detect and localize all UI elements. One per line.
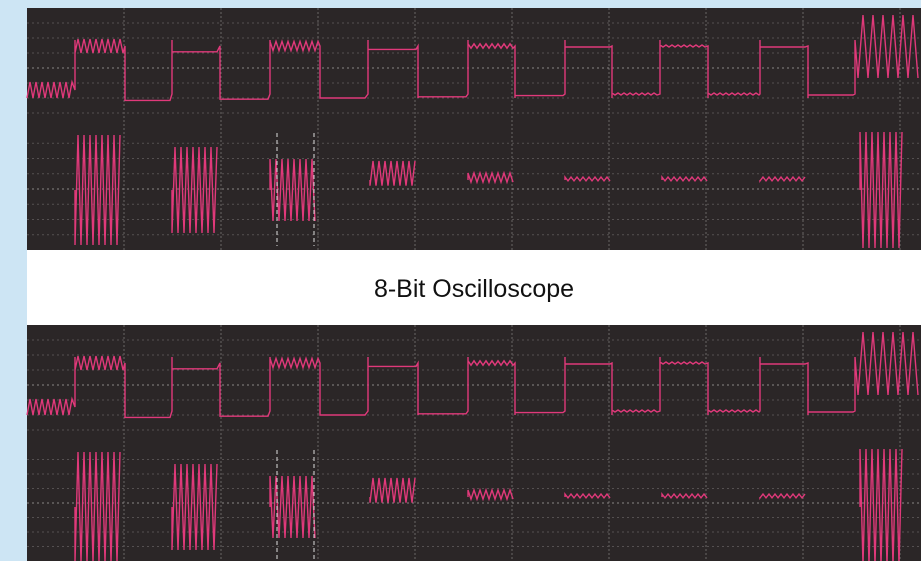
oscilloscope-screenshot: 8-Bit Oscilloscope xyxy=(0,0,921,561)
caption: 8-Bit Oscilloscope xyxy=(374,275,574,303)
page: 8-Bit Oscilloscope (() => { const data =… xyxy=(0,0,921,561)
